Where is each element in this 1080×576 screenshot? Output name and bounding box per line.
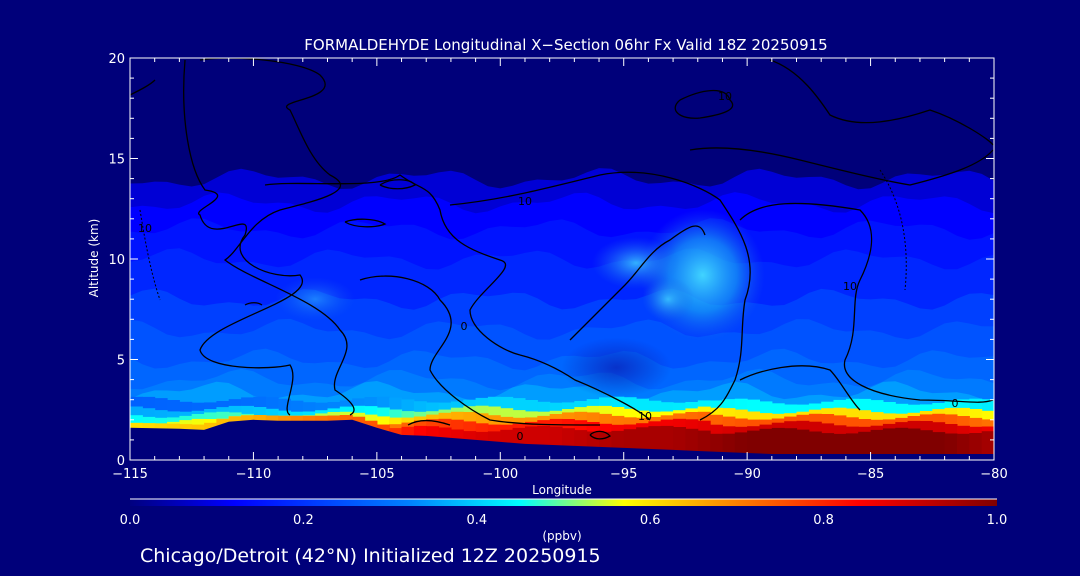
- concentration-maxima: [275, 209, 765, 398]
- colorbar: [130, 499, 997, 506]
- y-axis-label: Altitude (km): [87, 219, 101, 298]
- surface-cell: [957, 433, 970, 460]
- surface-cell: [870, 429, 884, 460]
- west-maximum: [275, 277, 356, 322]
- contour-line: [739, 202, 994, 403]
- colorbar-tick-label: 1.0: [987, 513, 1008, 528]
- contour-line: [519, 354, 651, 421]
- surface-cell: [808, 431, 822, 460]
- chart-title: FORMALDEHYDE Longitudinal X−Section 06hr…: [304, 36, 827, 54]
- colorbar-tick-label: 0.2: [293, 513, 314, 528]
- y-tick-label: 15: [108, 153, 125, 168]
- contour-line: [199, 58, 355, 416]
- contour-label: 0: [461, 320, 468, 333]
- contour-label: 10: [843, 280, 857, 293]
- y-tick-label: 5: [117, 354, 125, 369]
- contour-line-dotted: [879, 169, 907, 291]
- contour-label: 10: [138, 222, 152, 235]
- y-tick-label: 0: [117, 454, 125, 469]
- footer-caption: Chicago/Detroit (42°N) Initialized 12Z 2…: [140, 545, 601, 567]
- contour-line: [689, 147, 994, 186]
- contour-line: [674, 89, 734, 119]
- contour-label: 0: [517, 430, 524, 443]
- x-axis-label: Longitude: [532, 483, 592, 497]
- contour-line: [589, 430, 611, 440]
- x-tick-label: −85: [857, 467, 884, 482]
- surface-cell: [784, 428, 798, 460]
- colorbar-label: (ppbv): [542, 529, 581, 543]
- colorbar-tick-label: 0.0: [120, 513, 141, 528]
- surface-cell: [932, 432, 946, 460]
- surface-cell: [858, 431, 872, 460]
- surface-cell: [969, 433, 983, 460]
- contour-line: [739, 365, 861, 411]
- contour-lines: 10 0 10 10 0 0 10 10: [130, 58, 994, 443]
- colorbar-tick-label: 0.8: [813, 513, 834, 528]
- upper-maximum: [642, 277, 695, 322]
- x-tick-label: −105: [359, 467, 395, 482]
- contour-line: [130, 79, 156, 96]
- contour-line: [344, 218, 387, 228]
- surface-cell: [833, 433, 847, 460]
- surface-cell: [919, 430, 933, 460]
- surface-cell: [821, 433, 835, 460]
- colorbar-ticks: 0.0 0.2 0.4 0.6 0.8 1.0: [120, 513, 1008, 528]
- surface-cell: [895, 427, 909, 460]
- x-tick-label: −110: [236, 467, 272, 482]
- colorbar-tick-label: 0.4: [466, 513, 487, 528]
- surface-cell: [759, 428, 773, 460]
- contour-line-dotted: [139, 209, 161, 301]
- contour-label: 10: [518, 195, 532, 208]
- contour-line: [407, 419, 451, 426]
- surface-cell: [882, 428, 896, 460]
- terrain-mask: [130, 419, 994, 460]
- contour-label: 0: [952, 397, 959, 410]
- contour-line: [264, 174, 521, 356]
- x-tick-label: −100: [482, 467, 518, 482]
- contour-line: [769, 59, 994, 146]
- surface-cell: [747, 430, 760, 460]
- contour-label: 10: [718, 90, 732, 103]
- x-tick-label: −90: [733, 467, 760, 482]
- y-tick-label: 20: [108, 52, 125, 67]
- colorbar-tick-label: 0.6: [640, 513, 661, 528]
- contour-line: [244, 302, 263, 306]
- y-tick-label: 10: [108, 253, 125, 268]
- plot-area: 10 0 10 10 0 0 10 10: [130, 58, 994, 460]
- x-tick-label: −80: [980, 467, 1007, 482]
- contour-line: [379, 179, 416, 190]
- contour-line: [183, 59, 304, 416]
- y-axis: 0 5 10 15 20: [108, 52, 994, 469]
- surface-cell: [796, 429, 810, 460]
- contour-line: [359, 275, 601, 426]
- surface-cell: [845, 433, 859, 460]
- x-tick-label: −115: [112, 467, 148, 482]
- surface-cell: [907, 428, 921, 460]
- upper-maximum: [592, 237, 681, 290]
- contour-label: 10: [638, 410, 652, 423]
- x-axis: −115 −110 −105 −100 −95 −90 −85 −80: [112, 58, 1008, 482]
- contour-line: [569, 225, 706, 341]
- surface-cell: [944, 433, 958, 460]
- surface-cell: [981, 431, 994, 460]
- x-tick-label: −95: [610, 467, 637, 482]
- surface-cell: [771, 427, 785, 460]
- contour-line: [449, 171, 751, 421]
- mid-minimum: [561, 337, 672, 398]
